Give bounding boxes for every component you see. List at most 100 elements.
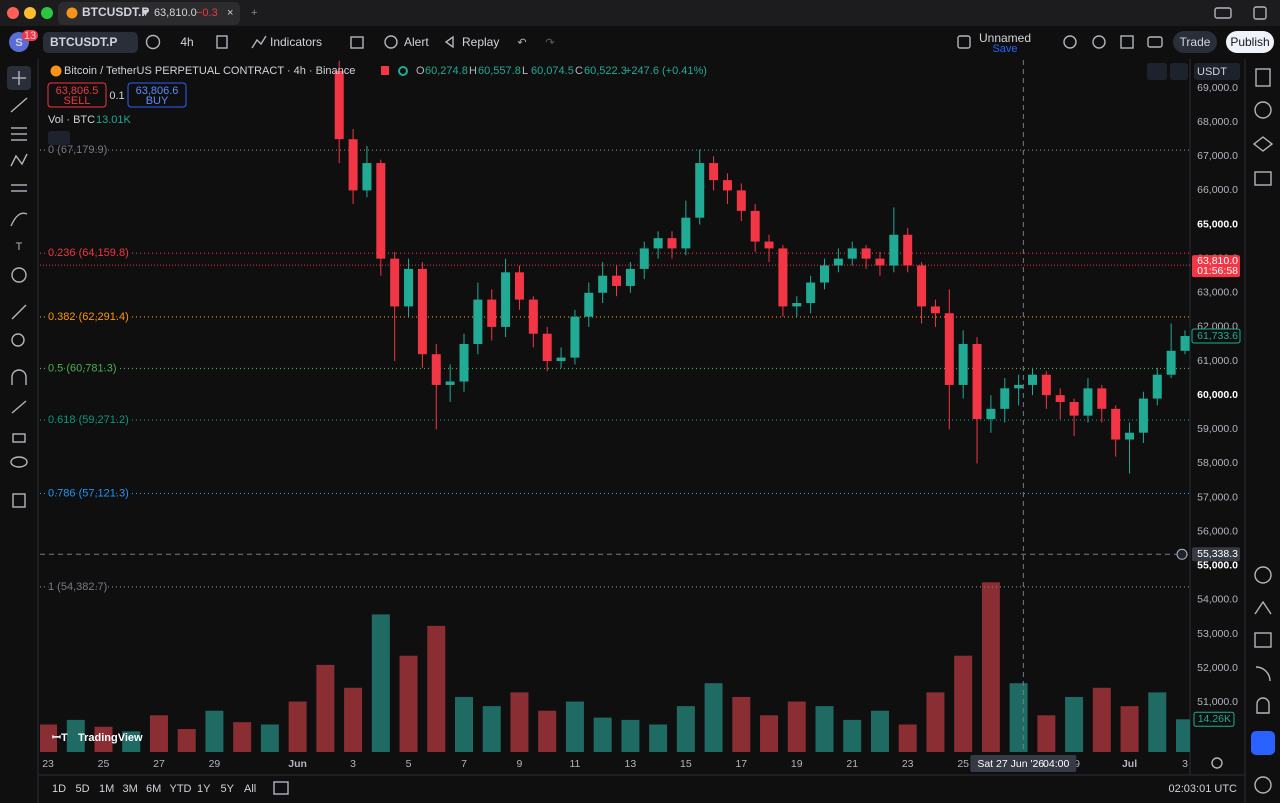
publish-button[interactable] bbox=[1226, 31, 1274, 53]
settings[interactable] bbox=[1092, 35, 1106, 49]
save-label[interactable]: Save bbox=[992, 43, 1017, 55]
fullscreen[interactable] bbox=[1120, 35, 1134, 49]
volume-bar bbox=[344, 687, 363, 752]
y-tick-label: 57,000.0 bbox=[1197, 491, 1238, 503]
volume-bar bbox=[704, 683, 723, 752]
volume-bar bbox=[1092, 687, 1111, 752]
date-range-button[interactable] bbox=[273, 781, 289, 795]
symbol-search[interactable] bbox=[43, 32, 138, 53]
candle-body bbox=[528, 299, 538, 334]
snapshot[interactable] bbox=[1147, 36, 1163, 48]
layouts-button[interactable] bbox=[350, 36, 364, 49]
volume-bar bbox=[870, 710, 889, 752]
volume-last-label: 14.26K bbox=[1198, 713, 1231, 725]
replay-icon bbox=[444, 35, 454, 49]
ohlc-value: 60,557.8 bbox=[478, 65, 521, 77]
candle-body bbox=[833, 258, 843, 266]
candle-body bbox=[1097, 388, 1107, 409]
scroll-button[interactable] bbox=[1147, 63, 1167, 80]
volume-bar bbox=[482, 706, 501, 752]
interval[interactable]: 4h bbox=[180, 35, 193, 49]
range-button[interactable]: 6M bbox=[146, 783, 161, 795]
fib-label: 1 (54,382.7) bbox=[48, 581, 107, 593]
ohlc-key: O bbox=[416, 65, 425, 77]
candle-body bbox=[792, 303, 802, 307]
drawing-toolbar bbox=[0, 59, 38, 803]
candle-body bbox=[1014, 384, 1024, 389]
quick-search[interactable] bbox=[1063, 35, 1077, 49]
range-button[interactable]: 5D bbox=[76, 783, 90, 795]
range-button[interactable]: All bbox=[244, 783, 256, 795]
volume-bar bbox=[260, 724, 279, 752]
x-tick-label: 3 bbox=[1182, 758, 1188, 770]
x-tick-label: 23 bbox=[902, 758, 914, 770]
menu-icon[interactable] bbox=[1253, 6, 1267, 20]
layout-checkbox[interactable] bbox=[957, 35, 971, 49]
apps-button[interactable] bbox=[1251, 731, 1275, 755]
x-tick-label: 25 bbox=[98, 758, 110, 770]
candle-body bbox=[639, 248, 649, 269]
candle-body bbox=[1180, 335, 1190, 351]
candle-body bbox=[903, 234, 913, 266]
volume-bar bbox=[371, 614, 390, 752]
tab-change: −0.3 bbox=[196, 7, 218, 19]
zoom-button[interactable] bbox=[41, 7, 53, 19]
candle-body bbox=[806, 282, 816, 304]
candle-body bbox=[431, 354, 441, 385]
volume-bar bbox=[1065, 696, 1084, 752]
ohlc-change: +247.6 (+0.41%) bbox=[625, 65, 707, 77]
range-button[interactable]: 1D bbox=[52, 783, 66, 795]
candle-body bbox=[1125, 432, 1135, 440]
range-button[interactable]: YTD bbox=[170, 783, 192, 795]
volume-bar bbox=[427, 625, 446, 752]
x-tick-label: 17 bbox=[735, 758, 747, 770]
minimize-button[interactable] bbox=[24, 7, 36, 19]
trade-button[interactable] bbox=[1173, 31, 1217, 53]
y-tick-label: 65,000.0 bbox=[1197, 218, 1238, 230]
candle-body bbox=[722, 180, 732, 191]
alert-button[interactable]: Alert bbox=[404, 35, 429, 49]
indicators-button[interactable]: Indicators bbox=[270, 35, 322, 49]
x-tick-label: 29 bbox=[209, 758, 221, 770]
range-button[interactable]: 1M bbox=[99, 783, 114, 795]
chart-type-button[interactable] bbox=[216, 35, 228, 49]
candle-body bbox=[487, 299, 497, 327]
y-tick-label: 67,000.0 bbox=[1197, 150, 1238, 162]
candle-body bbox=[625, 268, 635, 286]
range-button[interactable]: 5Y bbox=[221, 783, 235, 795]
tab[interactable] bbox=[58, 2, 240, 25]
candle-body bbox=[1069, 401, 1079, 416]
flag[interactable] bbox=[381, 66, 389, 75]
candle-body bbox=[917, 265, 927, 307]
symbol-icon bbox=[50, 65, 62, 77]
buy-label: BUY bbox=[146, 95, 169, 107]
candle-body bbox=[1166, 350, 1176, 375]
buy-button[interactable] bbox=[127, 82, 187, 108]
range-button[interactable]: 1Y bbox=[197, 783, 211, 795]
candle-body bbox=[847, 248, 857, 259]
currency-select[interactable] bbox=[1194, 63, 1240, 80]
sell-label: SELL bbox=[64, 95, 91, 107]
volume-bar bbox=[593, 717, 612, 752]
compare-button[interactable] bbox=[145, 34, 161, 50]
y-tick-label: 56,000.0 bbox=[1197, 525, 1238, 537]
replay-button[interactable]: Replay bbox=[462, 35, 499, 49]
volume-bar bbox=[40, 724, 58, 752]
window-icon[interactable] bbox=[1214, 7, 1232, 19]
layout-name[interactable]: Unnamed bbox=[979, 31, 1031, 45]
tab-close[interactable]: × bbox=[227, 7, 233, 19]
undo[interactable]: ↶ bbox=[517, 37, 526, 49]
y-tick-label: 53,000.0 bbox=[1197, 628, 1238, 640]
new-tab[interactable]: + bbox=[251, 7, 257, 19]
redo[interactable]: ↷ bbox=[545, 37, 554, 49]
auto-button[interactable] bbox=[1170, 63, 1188, 80]
fib-label: 0.786 (57,121.3) bbox=[48, 487, 129, 499]
collapse-legend[interactable] bbox=[48, 131, 70, 145]
candle-body bbox=[778, 248, 788, 307]
sell-button[interactable] bbox=[47, 82, 107, 108]
axis-settings[interactable] bbox=[1211, 757, 1223, 769]
avatar-letter: S bbox=[15, 37, 22, 49]
close-button[interactable] bbox=[7, 7, 19, 19]
range-button[interactable]: 3M bbox=[123, 783, 138, 795]
y-tick-label: 68,000.0 bbox=[1197, 116, 1238, 128]
